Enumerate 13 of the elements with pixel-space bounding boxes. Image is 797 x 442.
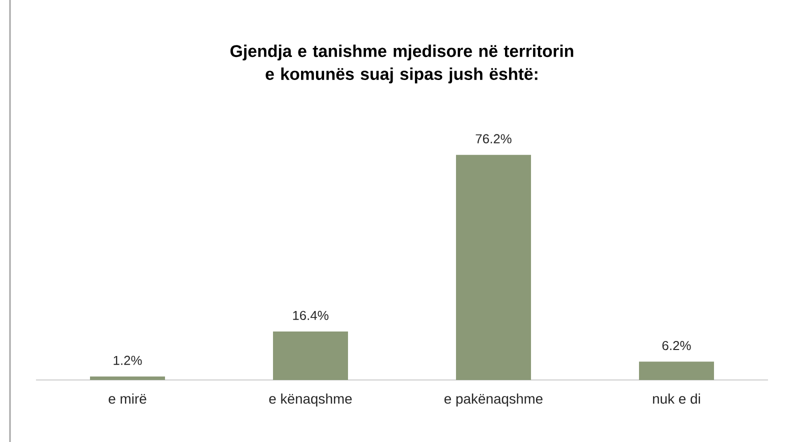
bar [90,376,166,380]
bar [273,332,348,380]
data-label: 16.4% [293,310,328,320]
data-label: 6.2% [662,340,691,350]
x-tick-label: e kënaqshme [269,394,352,406]
chart-title: Gjendja e tanishme mjedisore në territorin e komunës suaj sipas jush është: [230,44,574,84]
bar [639,362,714,380]
x-tick-label: e pakënaqshme [444,394,542,406]
bar [456,154,532,380]
data-label: 1.2% [114,356,142,365]
data-label: 76.2% [476,134,512,144]
x-tick-label: e mirë [108,394,146,404]
x-tick-label: nuk e di [653,394,700,404]
